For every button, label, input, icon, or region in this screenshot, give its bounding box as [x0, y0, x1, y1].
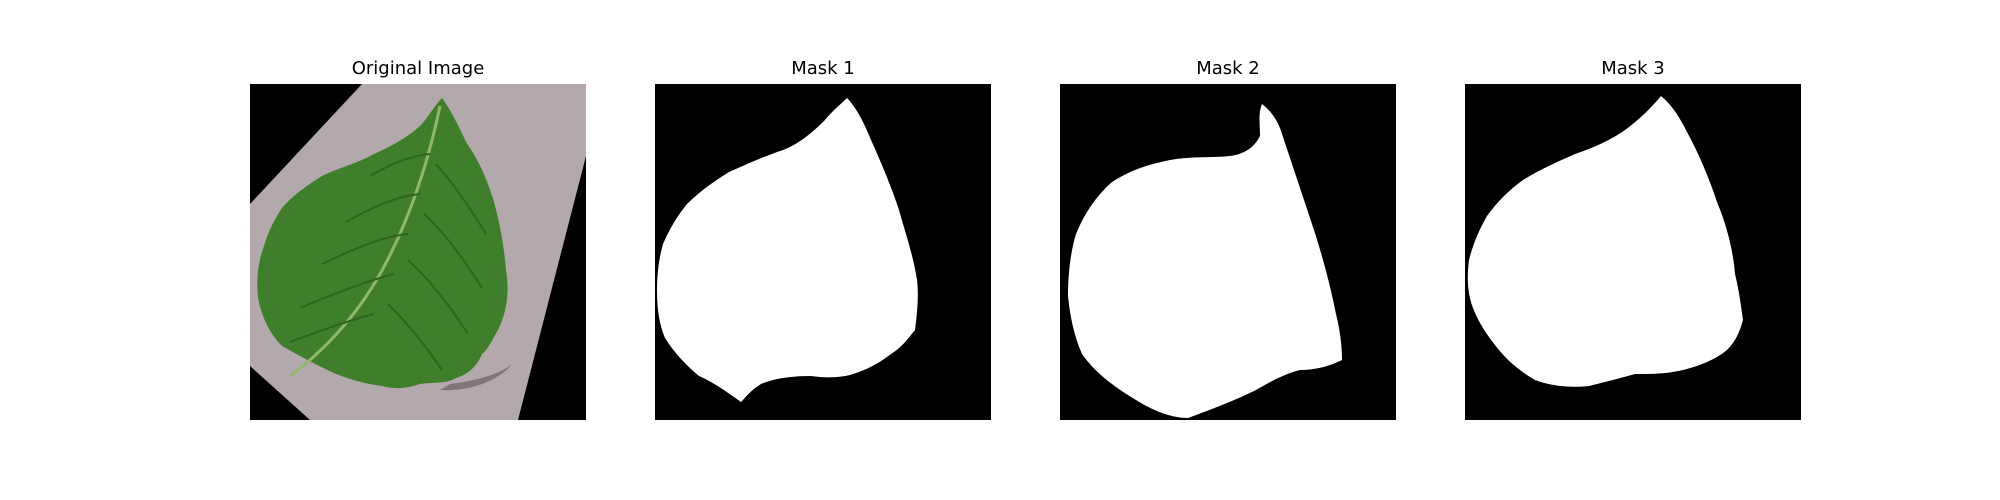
- panel-title-mask-2: Mask 2: [1196, 58, 1260, 79]
- leaf-blade: [257, 98, 508, 389]
- original-image: [250, 84, 586, 420]
- original-image-graphic: [250, 84, 586, 420]
- mask-1-graphic: [655, 84, 991, 420]
- leaf-midrib: [289, 105, 442, 378]
- mask-3-image: [1465, 84, 1801, 420]
- mask-1-image: [655, 84, 991, 420]
- mask-1-region: [657, 98, 918, 402]
- leaf-shadow: [440, 364, 512, 391]
- mask-2-graphic: [1060, 84, 1396, 420]
- mask-3-region: [1467, 96, 1743, 387]
- panel-title-mask-1: Mask 1: [791, 58, 855, 79]
- mask-2-image: [1060, 84, 1396, 420]
- panel-title-mask-3: Mask 3: [1601, 58, 1665, 79]
- panel-title-original: Original Image: [351, 58, 485, 79]
- mask-2-region: [1068, 104, 1342, 418]
- mask-3-graphic: [1465, 84, 1801, 420]
- leaf-veins: [289, 153, 487, 371]
